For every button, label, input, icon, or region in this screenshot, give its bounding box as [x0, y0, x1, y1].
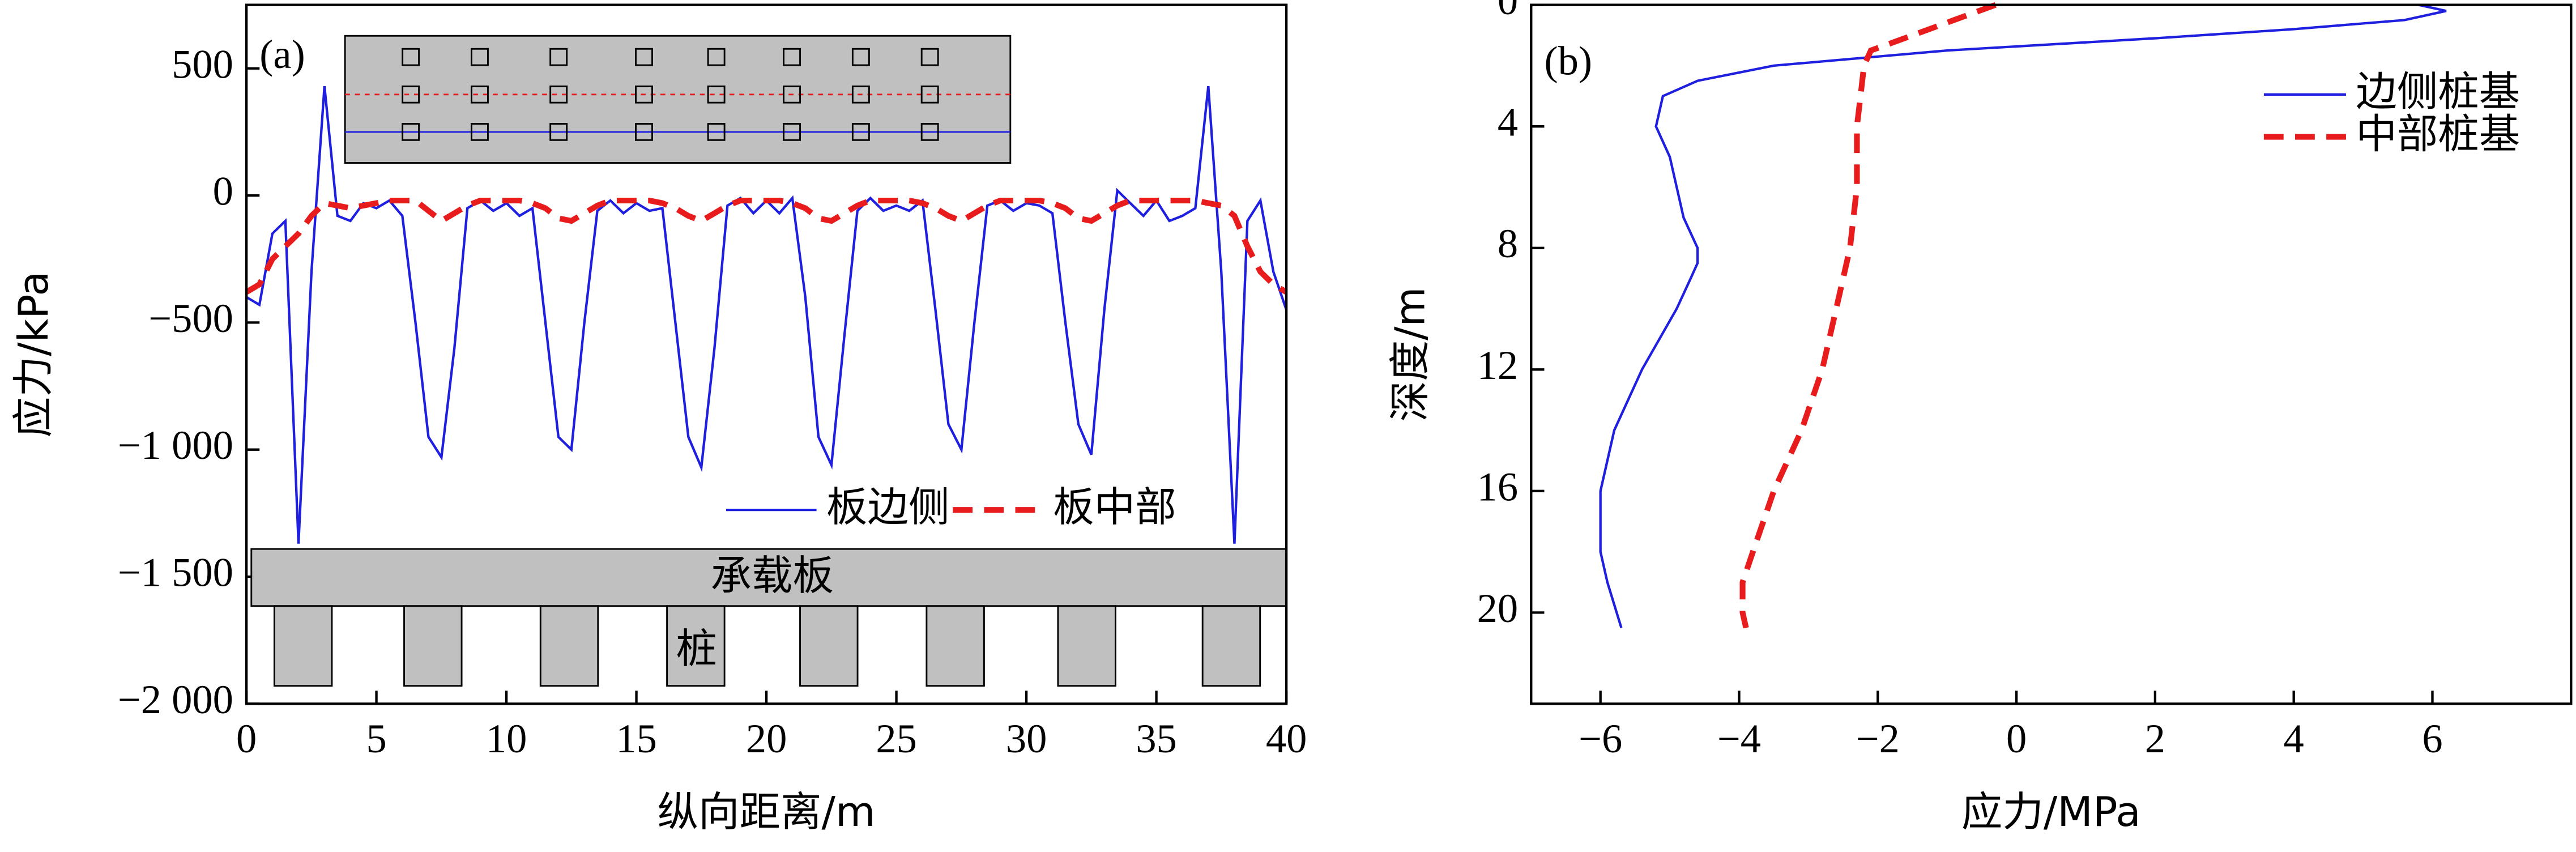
- inset-plan: [344, 35, 1012, 164]
- x-tick-label: 2: [2145, 716, 2165, 761]
- x-tick-label: 35: [1136, 716, 1176, 761]
- y-tick-label: −1 500: [118, 550, 233, 595]
- pile: [403, 605, 463, 687]
- panel: 0 5 10 15 20 25 30 35 40 −2 000 −1 500 −1 000 −500 0 5…: [10, 3, 1307, 836]
- y-tick-label: 0: [213, 169, 233, 214]
- inset-pile: [851, 85, 870, 104]
- inset-pile: [635, 85, 653, 104]
- x-tick-label: −6: [1579, 716, 1622, 761]
- pile: [273, 605, 333, 687]
- inset-pile: [549, 123, 568, 141]
- inset-pile: [402, 85, 420, 104]
- pile: [799, 605, 859, 687]
- y-tick-label: 12: [1477, 343, 1518, 388]
- x-tick-label: 6: [2422, 716, 2442, 761]
- x-axis-label: 纵向距离/m: [658, 789, 876, 836]
- x-tick-label: 0: [236, 716, 257, 761]
- pile: [926, 605, 985, 687]
- y-tick-label: 20: [1477, 586, 1518, 631]
- inset-pile: [783, 123, 801, 141]
- inset-pile: [470, 48, 489, 66]
- series-line: [1739, 2, 1997, 629]
- inset-pile: [635, 48, 653, 66]
- y-tick-label: 0: [1498, 0, 1518, 23]
- pile: [539, 605, 599, 687]
- x-tick-label: 0: [2006, 716, 2027, 761]
- legend-label: 板中部: [1053, 484, 1176, 531]
- inset-pile: [549, 85, 568, 104]
- inset-pile: [851, 123, 870, 141]
- inset-pile: [707, 123, 726, 141]
- pile: [1057, 605, 1116, 687]
- inset-pile: [920, 48, 939, 66]
- inset-pile: [470, 123, 489, 141]
- x-tick-label: 40: [1266, 716, 1307, 761]
- y-tick-label: −1 000: [118, 423, 233, 468]
- inset-pile: [783, 85, 801, 104]
- pile-label: 桩: [676, 626, 717, 674]
- x-axis-label: 应力/MPa: [1961, 789, 2141, 836]
- pile: [1201, 605, 1261, 687]
- y-tick-label: −500: [148, 296, 233, 341]
- inset-pile: [470, 85, 489, 104]
- inset-pile: [402, 123, 420, 141]
- inset-pile: [920, 123, 939, 141]
- inset-pile: [635, 123, 653, 141]
- series-line: [245, 197, 1288, 295]
- inset-pile: [783, 48, 801, 66]
- x-tick-label: 4: [2284, 716, 2304, 761]
- inset-pile: [707, 48, 726, 66]
- inset-pile: [920, 85, 939, 104]
- inset-pile: [402, 48, 420, 66]
- inset-pile: [549, 48, 568, 66]
- y-tick-label: 4: [1498, 100, 1518, 145]
- y-tick-label: 16: [1477, 465, 1518, 510]
- plot-frame: [1530, 3, 2573, 705]
- x-tick-label: −4: [1717, 716, 1761, 761]
- x-tick-label: 25: [876, 716, 916, 761]
- inset-pile: [707, 85, 726, 104]
- legend-label: 板边侧: [826, 484, 949, 531]
- y-axis-label: 应力/kPa: [10, 271, 58, 438]
- x-tick-label: 20: [746, 716, 787, 761]
- panel-label: (b): [1544, 39, 1592, 84]
- x-tick-label: −2: [1856, 716, 1900, 761]
- y-tick-label: 500: [172, 42, 233, 87]
- plate-label: 承载板: [710, 552, 833, 600]
- x-tick-label: 30: [1006, 716, 1047, 761]
- x-tick-label: 10: [486, 716, 527, 761]
- plate: [250, 548, 1287, 607]
- legend-label: 边侧桩基: [2356, 69, 2520, 116]
- x-tick-label: 15: [616, 716, 656, 761]
- y-tick-label: −2 000: [118, 677, 233, 722]
- legend-label: 中部桩基: [2356, 111, 2520, 159]
- y-tick-label: 8: [1498, 221, 1518, 267]
- x-tick-label: 5: [366, 716, 386, 761]
- series-line: [1599, 3, 2447, 628]
- inset-pile: [851, 48, 870, 66]
- y-axis-label: 深度/m: [1387, 287, 1434, 421]
- pile: [666, 605, 726, 687]
- plot-frame: [245, 3, 1288, 705]
- panel-label: (a): [259, 32, 305, 77]
